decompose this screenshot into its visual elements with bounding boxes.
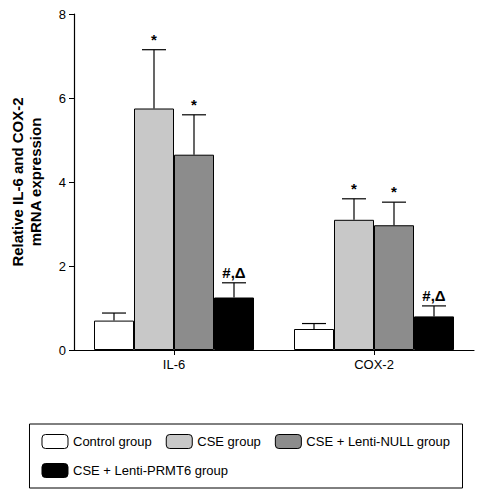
svg-text:IL-6: IL-6 <box>163 357 185 372</box>
svg-text:8: 8 <box>59 7 66 22</box>
svg-text:CSE + Lenti-NULL group: CSE + Lenti-NULL group <box>306 434 450 449</box>
svg-text:CSE group: CSE group <box>197 434 261 449</box>
svg-text:*: * <box>351 180 357 197</box>
svg-text:*: * <box>151 31 157 48</box>
svg-text:2: 2 <box>59 259 66 274</box>
svg-text:4: 4 <box>59 175 66 190</box>
svg-text:COX-2: COX-2 <box>354 357 394 372</box>
svg-text:Control group: Control group <box>73 434 152 449</box>
svg-text:CSE + Lenti-PRMT6 group: CSE + Lenti-PRMT6 group <box>73 463 228 478</box>
svg-text:mRNA expression: mRNA expression <box>27 118 44 247</box>
svg-text:#,Δ: #,Δ <box>422 287 446 304</box>
svg-text:*: * <box>191 96 197 113</box>
svg-text:Relative IL-6 and COX-2: Relative IL-6 and COX-2 <box>9 97 26 266</box>
svg-text:0: 0 <box>59 343 66 358</box>
svg-text:#,Δ: #,Δ <box>222 264 246 281</box>
svg-text:*: * <box>391 183 397 200</box>
svg-text:6: 6 <box>59 91 66 106</box>
